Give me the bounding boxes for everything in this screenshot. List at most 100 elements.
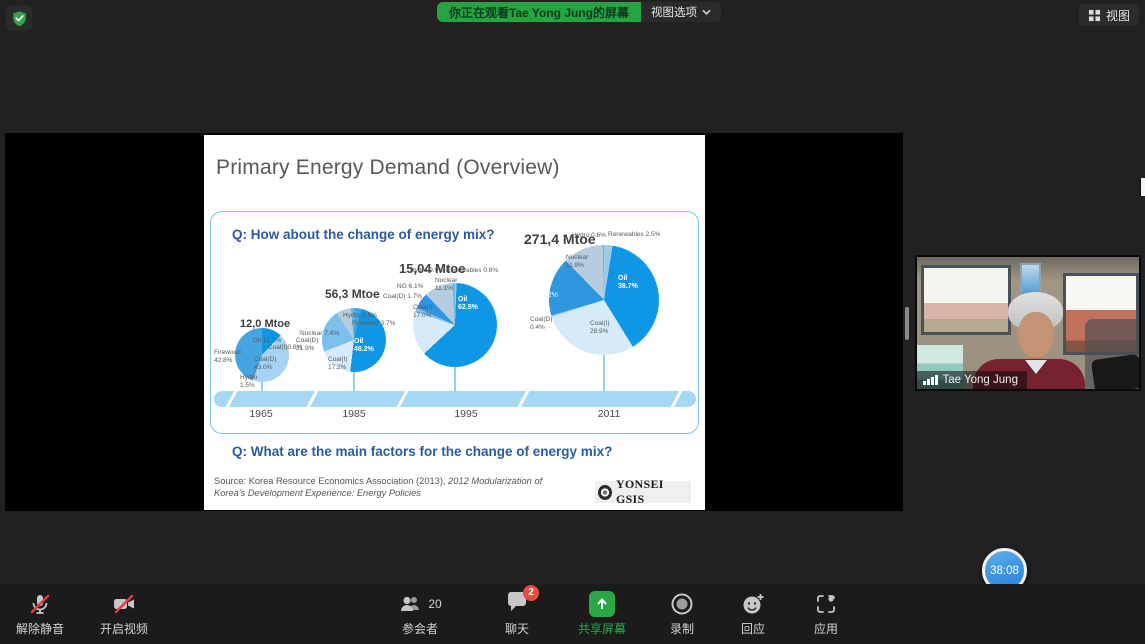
pie-stem-1995 xyxy=(454,365,456,392)
share-screen-label: 共享屏幕 xyxy=(577,622,626,636)
chevron-down-icon xyxy=(702,9,711,15)
start-video-label: 开启视频 xyxy=(99,622,148,636)
pie-stem-1965 xyxy=(261,380,263,392)
energy-mix-box xyxy=(210,211,699,434)
record-button[interactable]: 录制 xyxy=(640,591,724,637)
yonsei-gsis-logo: YONSEI GSIS xyxy=(595,477,691,506)
pie-slice-label: Oil 12.1% xyxy=(253,337,282,344)
chat-bubble-icon xyxy=(508,591,526,611)
timeline-slash xyxy=(396,389,409,409)
watching-banner-text: 你正在观看Tae Yong Jung的屏幕 xyxy=(437,2,642,22)
pie-slice-label: Hydro 0.9% Renewables 0.6% xyxy=(410,267,499,274)
participants-count: 20 xyxy=(428,597,442,611)
source-italic-text: 2012 Modularization of xyxy=(448,476,543,486)
question-energy-mix: Q: How about the change of energy mix? xyxy=(232,227,495,242)
timeline-year-1985: 1985 xyxy=(342,408,366,420)
yonsei-logo-text: YONSEI GSIS xyxy=(615,477,664,506)
slide-title: Primary Energy Demand (Overview) xyxy=(216,156,560,179)
pie-chart-1965 xyxy=(235,328,289,382)
pie-slice-label: Firewood 42.8% xyxy=(214,349,241,364)
pie-slice-label: Coal(D) 43.0% xyxy=(254,356,277,371)
dark-bag xyxy=(1090,353,1139,389)
mouse-cursor xyxy=(1141,178,1145,196)
participants-button[interactable]: 20 参会者 xyxy=(378,591,462,637)
pie-slice-label: Coal(D) 21.9% xyxy=(296,337,319,352)
record-label: 录制 xyxy=(669,622,694,636)
apps-icon xyxy=(817,595,835,613)
record-icon xyxy=(671,593,693,615)
reactions-smiley-icon xyxy=(743,594,764,614)
timeline-year-1995: 1995 xyxy=(454,408,478,420)
pie-slice-label: Nuclear 11.1% xyxy=(435,277,458,292)
timer-value: 38:08 xyxy=(990,564,1019,577)
camera-off-icon xyxy=(114,594,134,614)
share-screen-button[interactable]: 共享屏幕 xyxy=(560,591,644,637)
unmute-button[interactable]: 解除静音 xyxy=(0,591,82,637)
microphone-muted-icon xyxy=(30,594,50,614)
pie-slice-label: Coal(I) 17.2% xyxy=(328,356,348,371)
apps-button[interactable]: 应用 xyxy=(784,591,868,637)
participants-label: 参会者 xyxy=(401,622,438,636)
pie-slice-label: NG 6.1% xyxy=(397,283,424,290)
start-video-button[interactable]: 开启视频 xyxy=(82,591,166,637)
pie-slice-label: Hydro 0.6% xyxy=(572,232,606,239)
chat-button[interactable]: 2 聊天 xyxy=(475,584,559,637)
timeline-slash xyxy=(670,389,683,409)
pie-total-label-2011: 271,4 Mtoe xyxy=(524,231,596,247)
pie-slice-label: Coal(D) 1.7% xyxy=(383,293,423,300)
view-button[interactable]: 视图 xyxy=(1078,4,1139,26)
pie-total-label-1965: 12,0 Mtoe xyxy=(240,318,291,330)
pie-slice-label: NG 17.2% xyxy=(538,284,558,300)
view-options-label: 视图选项 xyxy=(651,7,698,19)
chat-label: 聊天 xyxy=(504,622,529,636)
pie-slice-label: Coal(D) 0.4% xyxy=(530,316,553,331)
pie-slice-label: Coal(I) 28.9% xyxy=(590,320,610,335)
pie-slice-label: Nuclear 7.4% xyxy=(300,330,340,337)
participant-name: Tae Yong Jung xyxy=(942,374,1018,386)
office-window-left xyxy=(921,265,1011,335)
pie-stem-2011 xyxy=(603,353,605,392)
pie-chart-1985 xyxy=(322,308,386,372)
screen-watch-banner: 你正在观看Tae Yong Jung的屏幕 视图选项 xyxy=(437,2,722,22)
chat-unread-badge: 2 xyxy=(523,584,539,601)
security-shield-button[interactable] xyxy=(6,5,32,31)
pie-total-label-1985: 56,3 Mtoe xyxy=(325,287,380,301)
timeline-slash xyxy=(306,389,319,409)
question-main-factors: Q: What are the main factors for the cha… xyxy=(232,444,613,459)
shield-check-icon xyxy=(12,10,26,26)
pie-total-label-1995: 15,04 Mtoe xyxy=(399,261,466,276)
timeline-bar xyxy=(214,389,696,409)
participants-icon xyxy=(401,596,420,611)
unmute-label: 解除静音 xyxy=(15,622,64,636)
share-screen-icon xyxy=(589,591,615,617)
source-line-1: Source: Korea Resource Economics Associa… xyxy=(214,475,542,488)
participant-name-badge: Tae Yong Jung xyxy=(917,371,1027,389)
view-button-label: 视图 xyxy=(1105,8,1130,23)
participant-face xyxy=(1018,312,1054,358)
source-line-2: Korea's Development Experience: Energy P… xyxy=(214,487,421,500)
source-normal-text: Source: Korea Resource Economics Associa… xyxy=(214,476,446,486)
yonsei-seal-icon xyxy=(598,484,612,500)
pie-slice-label: Hydro 1.5% xyxy=(343,312,377,319)
signal-bars-icon xyxy=(923,375,938,385)
video-scene xyxy=(917,257,1139,389)
pie-slice-label: Firewood 3.7% xyxy=(352,320,396,327)
participant-neck xyxy=(1028,353,1044,363)
pie-stem-1985 xyxy=(353,370,355,392)
grid-view-icon xyxy=(1088,9,1101,21)
presentation-slide: Primary Energy Demand (Overview) Q: How … xyxy=(204,135,705,510)
shared-screen-region: Primary Energy Demand (Overview) Q: How … xyxy=(5,133,903,511)
participant-video-tile[interactable]: Tae Yong Jung xyxy=(915,255,1141,391)
pie-chart-1995 xyxy=(413,283,497,367)
apps-label: 应用 xyxy=(813,622,838,636)
view-options-button[interactable]: 视图选项 xyxy=(641,2,722,22)
pie-slice-label: Coal(I) 17.0% xyxy=(413,304,433,319)
pie-chart-2011 xyxy=(549,245,659,355)
pie-slice-label: Oil 48.2% xyxy=(354,338,374,354)
pie-slice-label: Coal(I)0.6% xyxy=(268,344,303,351)
pie-slice-label: Nuclear 11.9% xyxy=(566,254,589,269)
source-italic-text: Korea's Development Experience: Energy P… xyxy=(214,488,421,498)
video-panel-handle[interactable] xyxy=(905,307,909,340)
reactions-button[interactable]: 回应 xyxy=(711,591,795,637)
